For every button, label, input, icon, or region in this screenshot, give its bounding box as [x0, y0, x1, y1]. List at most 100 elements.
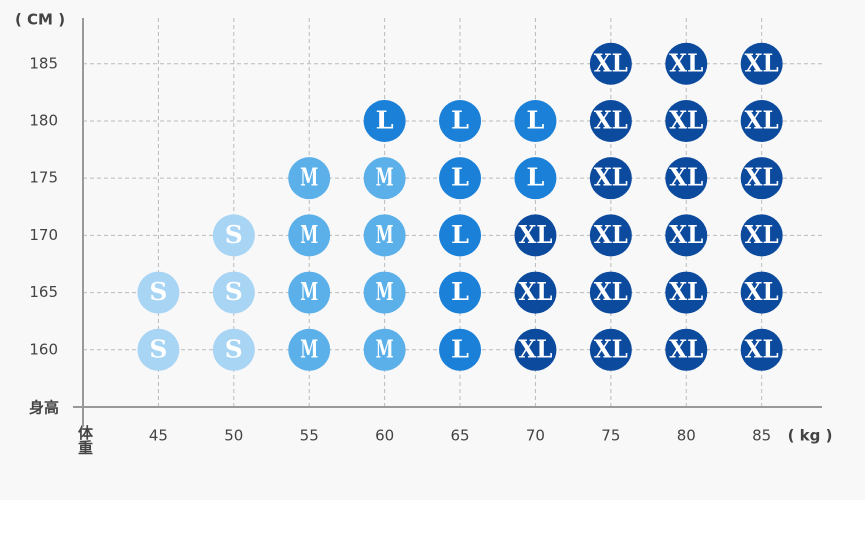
- size-label: M: [376, 277, 394, 306]
- size-label: M: [376, 163, 394, 192]
- size-marker: [589, 214, 632, 257]
- size-marker: [514, 99, 557, 142]
- size-label: XL: [669, 163, 703, 192]
- size-marker: [137, 271, 180, 314]
- size-marker: [740, 214, 783, 257]
- size-marker: [212, 271, 255, 314]
- size-marker: [212, 214, 255, 257]
- y-tick-label: 165: [29, 283, 58, 301]
- size-label: M: [300, 277, 318, 306]
- x-tick-label: 85: [752, 427, 771, 445]
- size-label: XL: [594, 48, 628, 77]
- size-label: XL: [745, 105, 779, 134]
- size-marker: [363, 99, 406, 142]
- y-tick-label: 170: [29, 226, 58, 244]
- x-unit-label: ( kg ): [788, 427, 833, 445]
- size-label: L: [451, 277, 469, 306]
- y-tick-label: 175: [29, 169, 58, 187]
- x-tick-label: 50: [224, 427, 243, 445]
- size-label: XL: [745, 48, 779, 77]
- size-marker: [363, 271, 406, 314]
- x-axis-label: 体重: [76, 424, 94, 455]
- size-marker: [514, 214, 557, 257]
- size-marker: [212, 328, 255, 371]
- size-label: XL: [669, 105, 703, 134]
- size-label: S: [149, 277, 167, 306]
- size-label: L: [451, 334, 469, 363]
- size-label: XL: [669, 277, 703, 306]
- size-label: XL: [745, 334, 779, 363]
- size-label: M: [300, 220, 318, 249]
- size-label: M: [376, 220, 394, 249]
- size-marker: [514, 271, 557, 314]
- size-label: XL: [594, 163, 628, 192]
- size-marker: [363, 157, 406, 200]
- y-unit-label: ( CM ): [15, 11, 65, 29]
- size-marker: [740, 271, 783, 314]
- size-marker: [740, 157, 783, 200]
- size-label: XL: [594, 277, 628, 306]
- size-marker: [439, 157, 482, 200]
- size-marker: [665, 42, 708, 85]
- size-marker: [589, 99, 632, 142]
- x-tick-label: 65: [450, 427, 469, 445]
- size-marker: [589, 157, 632, 200]
- size-marker: [363, 214, 406, 257]
- size-marker: [740, 328, 783, 371]
- x-tick-label: 70: [526, 427, 545, 445]
- size-label: XL: [669, 334, 703, 363]
- size-label: L: [526, 163, 544, 192]
- y-axis-label: 身高: [29, 399, 59, 417]
- size-marker: [740, 99, 783, 142]
- size-marker: [665, 157, 708, 200]
- size-marker: [589, 328, 632, 371]
- size-label: XL: [594, 105, 628, 134]
- size-marker: [665, 214, 708, 257]
- y-tick-label: 180: [29, 111, 58, 129]
- size-label: XL: [745, 277, 779, 306]
- size-marker: [137, 328, 180, 371]
- x-tick-label: 80: [677, 427, 696, 445]
- size-label: XL: [669, 220, 703, 249]
- size-label: S: [225, 220, 243, 249]
- size-marker: [439, 214, 482, 257]
- x-tick-label: 45: [149, 427, 168, 445]
- size-marker: [589, 271, 632, 314]
- size-label: M: [300, 334, 318, 363]
- size-label: S: [225, 334, 243, 363]
- size-label: L: [451, 105, 469, 134]
- size-label: M: [300, 163, 318, 192]
- size-label: XL: [518, 277, 552, 306]
- size-label: L: [376, 105, 394, 134]
- size-marker: [439, 271, 482, 314]
- size-label: L: [451, 163, 469, 192]
- size-marker: [740, 42, 783, 85]
- size-marker: [363, 328, 406, 371]
- size-label: XL: [518, 334, 552, 363]
- size-label: XL: [594, 334, 628, 363]
- size-label: M: [376, 334, 394, 363]
- size-label: L: [451, 220, 469, 249]
- x-tick-label: 60: [375, 427, 394, 445]
- size-marker: [665, 99, 708, 142]
- size-marker: [439, 99, 482, 142]
- size-marker: [665, 271, 708, 314]
- size-label: XL: [745, 220, 779, 249]
- plot-background: [0, 0, 865, 500]
- size-marker: [439, 328, 482, 371]
- size-marker: [288, 271, 331, 314]
- size-label: XL: [518, 220, 552, 249]
- size-label: S: [149, 334, 167, 363]
- size-marker: [288, 328, 331, 371]
- size-label: L: [526, 105, 544, 134]
- size-marker: [589, 42, 632, 85]
- size-marker: [514, 328, 557, 371]
- size-marker: [514, 157, 557, 200]
- size-label: XL: [745, 163, 779, 192]
- x-tick-label: 75: [601, 427, 620, 445]
- y-tick-label: 185: [29, 54, 58, 72]
- size-label: XL: [669, 48, 703, 77]
- size-marker: [665, 328, 708, 371]
